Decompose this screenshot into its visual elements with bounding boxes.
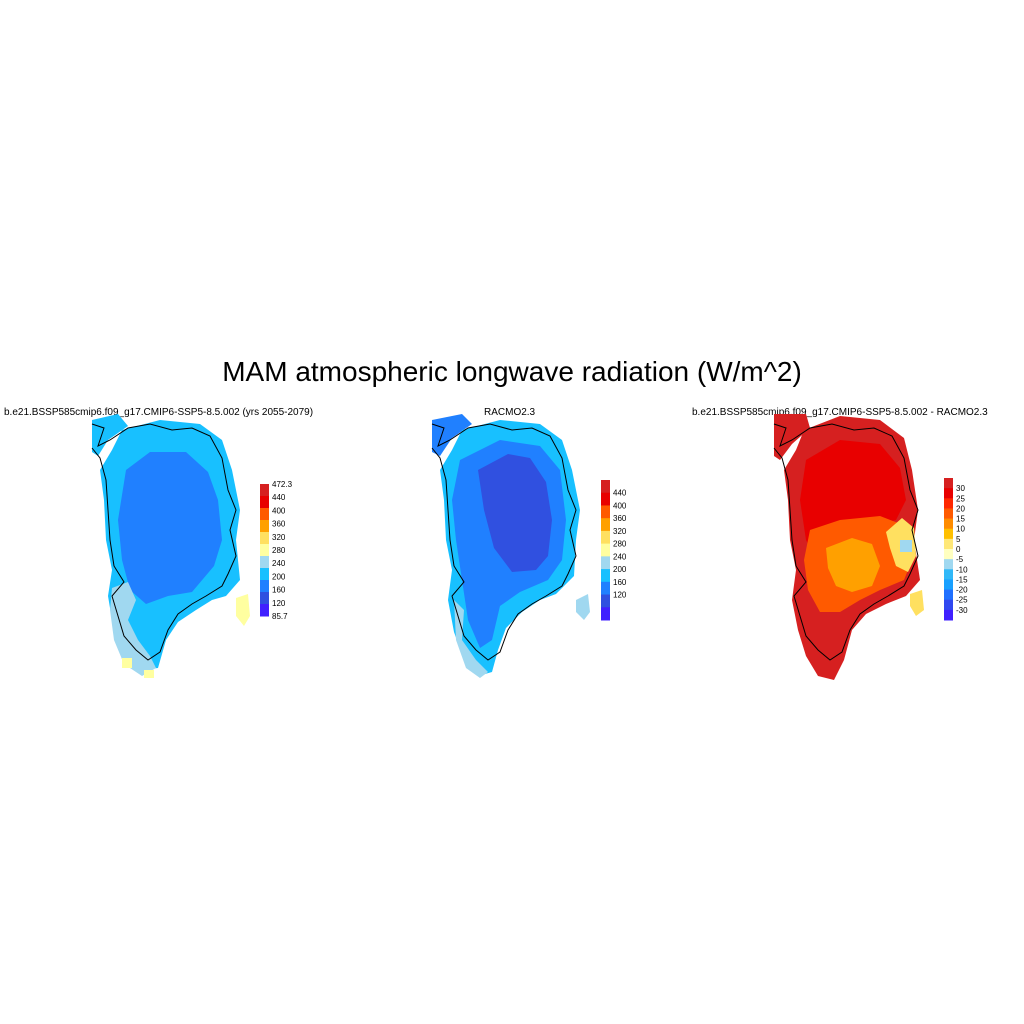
colorbar-tick-label: 160 bbox=[613, 578, 627, 587]
colorbar-swatch bbox=[260, 556, 269, 569]
panel-1-south-tip bbox=[122, 658, 132, 668]
colorbar-tick-label: 240 bbox=[272, 559, 286, 568]
panel-3-east-patch bbox=[900, 540, 912, 552]
colorbar-tick-label: 360 bbox=[613, 514, 627, 523]
colorbar-tick-label: 320 bbox=[613, 527, 627, 536]
colorbar-swatch bbox=[260, 532, 269, 545]
colorbar-tick-label: 400 bbox=[272, 506, 286, 515]
colorbar-tick-label: 10 bbox=[956, 525, 965, 534]
panel-3-coastline bbox=[773, 423, 919, 661]
colorbar-tick-label: 160 bbox=[272, 586, 286, 595]
colorbar-swatch bbox=[944, 518, 953, 530]
panel-1-nw-corner-field bbox=[92, 414, 128, 456]
colorbar-swatch bbox=[601, 492, 610, 506]
panel-2-coastline bbox=[431, 423, 577, 661]
panel-3-nw-corner-field bbox=[774, 414, 810, 460]
panel-1-map bbox=[91, 414, 250, 678]
colorbar-swatch bbox=[944, 609, 953, 621]
colorbar-swatch bbox=[260, 568, 269, 581]
colorbar-swatch bbox=[601, 505, 610, 519]
colorbar-tick-label: 120 bbox=[613, 591, 627, 600]
panel-1-coastline bbox=[91, 423, 237, 661]
colorbar-tick-label: 200 bbox=[613, 565, 627, 574]
colorbar-tick-label: 472.3 bbox=[272, 480, 293, 489]
colorbar-swatch bbox=[944, 498, 953, 509]
colorbar-tick-label: 440 bbox=[272, 493, 286, 502]
panel-2-title: RACMO2.3 bbox=[484, 407, 536, 418]
panel-2-nw-corner-field bbox=[432, 414, 472, 456]
colorbar-swatch bbox=[944, 599, 953, 611]
colorbar-tick-label: 5 bbox=[956, 535, 961, 544]
colorbar-tick-label: 240 bbox=[613, 552, 627, 561]
colorbar-swatch bbox=[944, 559, 953, 570]
colorbar-tick-label: 280 bbox=[613, 540, 627, 549]
colorbar-swatch bbox=[260, 520, 269, 533]
colorbar-swatch bbox=[944, 528, 953, 540]
colorbar-swatch bbox=[601, 569, 610, 583]
colorbar-tick-label: 440 bbox=[613, 489, 627, 498]
colorbar-tick-label: 30 bbox=[956, 484, 965, 493]
panel-3-amber-field bbox=[826, 538, 880, 592]
colorbar-tick-label: 320 bbox=[272, 533, 286, 542]
colorbar-swatch bbox=[944, 508, 953, 520]
colorbar-tick-label: 15 bbox=[956, 515, 965, 524]
colorbar-tick-label: 360 bbox=[272, 520, 286, 529]
colorbar-swatch bbox=[601, 518, 610, 532]
colorbar-tick-label: -10 bbox=[956, 565, 968, 574]
panel-1-south-field bbox=[110, 582, 156, 676]
colorbar-swatch bbox=[944, 538, 953, 550]
colorbar-swatch bbox=[944, 478, 953, 489]
colorbar-swatch bbox=[601, 594, 610, 608]
panel-1-south-tip-2 bbox=[144, 670, 154, 678]
colorbar-swatch bbox=[944, 579, 953, 591]
colorbar-tick-label: 120 bbox=[272, 599, 286, 608]
colorbar-swatch bbox=[260, 580, 269, 593]
panel-2-inner-field bbox=[478, 454, 552, 572]
panel-1-inner-field bbox=[118, 452, 222, 604]
colorbar-tick-label: 0 bbox=[956, 545, 961, 554]
panel-2-iceland-field bbox=[576, 594, 590, 620]
colorbar-swatch bbox=[260, 592, 269, 605]
panel-3-map bbox=[773, 414, 924, 680]
colorbar-swatch bbox=[260, 604, 269, 617]
colorbar-swatch bbox=[260, 484, 269, 497]
colorbar-swatch bbox=[260, 544, 269, 557]
colorbar-tick-label: 400 bbox=[613, 501, 627, 510]
colorbar-swatch bbox=[601, 556, 610, 570]
panel-2-colorbar: 440 400 360 320 280 240 200 160 120 bbox=[601, 480, 627, 621]
colorbar-swatch bbox=[601, 607, 610, 621]
colorbar-tick-label: -20 bbox=[956, 586, 968, 595]
colorbar-tick-label: 85.7 bbox=[272, 612, 288, 621]
panel-3-iceland-field bbox=[910, 590, 924, 616]
colorbar-tick-label: -15 bbox=[956, 575, 968, 584]
colorbar-tick-label: 20 bbox=[956, 504, 965, 513]
colorbar-tick-label: -5 bbox=[956, 555, 964, 564]
panel-2-map bbox=[431, 414, 590, 678]
panel-1-iceland-field bbox=[236, 594, 250, 626]
colorbar-swatch bbox=[944, 488, 953, 499]
colorbar-swatch bbox=[601, 530, 610, 545]
colorbar-swatch bbox=[601, 543, 610, 557]
panel-1-title: b.e21.BSSP585cmip6.f09_g17.CMIP6-SSP5-8.… bbox=[4, 407, 314, 418]
colorbar-tick-label: 25 bbox=[956, 494, 965, 503]
panel-1-colorbar: 472.3 440 400 360 320 280 240 200 160 120 85.7 bbox=[260, 480, 293, 621]
colorbar-tick-label: -25 bbox=[956, 596, 968, 605]
colorbar-swatch bbox=[601, 581, 610, 596]
colorbar-swatch bbox=[944, 569, 953, 580]
colorbar-tick-label: 280 bbox=[272, 546, 286, 555]
colorbar-swatch bbox=[260, 508, 269, 521]
colorbar-swatch bbox=[944, 549, 953, 560]
colorbar-tick-label: -30 bbox=[956, 606, 968, 615]
colorbar-swatch bbox=[260, 496, 269, 509]
colorbar-swatch bbox=[601, 480, 610, 494]
colorbar-tick-label: 200 bbox=[272, 572, 286, 581]
panel-3-title: b.e21.BSSP585cmip6.f09_g17.CMIP6-SSP5-8.… bbox=[692, 407, 988, 418]
panel-2-south-field bbox=[454, 600, 488, 678]
colorbar-swatch bbox=[944, 589, 953, 601]
figure-title: MAM atmospheric longwave radiation (W/m^… bbox=[222, 356, 802, 387]
